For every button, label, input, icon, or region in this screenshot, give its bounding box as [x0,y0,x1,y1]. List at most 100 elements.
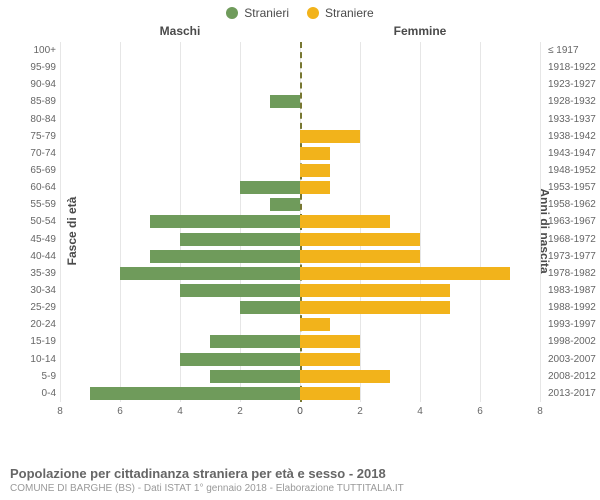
birth-year-label: 1973-1977 [548,248,600,265]
age-row: 25-291988-1992 [60,299,540,316]
birth-year-label: 1948-1952 [548,162,600,179]
birth-year-label: 1933-1937 [548,111,600,128]
age-label: 0-4 [4,385,56,402]
age-label: 85-89 [4,93,56,110]
birth-year-label: 1918-1922 [548,59,600,76]
birth-year-label: 1963-1967 [548,213,600,230]
bar-male [180,233,300,246]
birth-year-label: 1993-1997 [548,316,600,333]
birth-year-label: 1923-1927 [548,76,600,93]
bar-female [300,250,420,263]
legend-swatch-stranieri [226,7,238,19]
bar-female [300,181,330,194]
age-label: 50-54 [4,213,56,230]
bar-female [300,164,330,177]
age-row: 5-92008-2012 [60,368,540,385]
age-label: 90-94 [4,76,56,93]
age-label: 20-24 [4,316,56,333]
age-row: 85-891928-1932 [60,93,540,110]
birth-year-label: 1958-1962 [548,196,600,213]
bar-female [300,284,450,297]
legend-item-stranieri: Stranieri [226,6,289,20]
bar-female [300,267,510,280]
age-label: 45-49 [4,231,56,248]
birth-year-label: 1978-1982 [548,265,600,282]
age-label: 5-9 [4,368,56,385]
age-row: 65-691948-1952 [60,162,540,179]
bar-male [150,215,300,228]
xtick-label: 6 [477,406,483,417]
bar-female [300,353,360,366]
chart-title: Popolazione per cittadinanza straniera p… [10,466,590,481]
gridline [540,42,541,402]
bar-female [300,215,390,228]
age-row: 45-491968-1972 [60,231,540,248]
birth-year-label: 1938-1942 [548,128,600,145]
age-row: 95-991918-1922 [60,59,540,76]
xtick-label: 2 [237,406,243,417]
xtick-label: 8 [537,406,543,417]
bar-male [90,387,300,400]
chart-footer: Popolazione per cittadinanza straniera p… [10,466,590,494]
plot-area: Fasce di età Anni di nascita 8642002468 … [60,42,540,420]
column-headers: Maschi Femmine [60,24,540,42]
bar-male [180,284,300,297]
age-label: 40-44 [4,248,56,265]
age-row: 70-741943-1947 [60,145,540,162]
age-label: 60-64 [4,179,56,196]
bar-male [120,267,300,280]
age-row: 10-142003-2007 [60,351,540,368]
bar-female [300,147,330,160]
age-label: 30-34 [4,282,56,299]
bar-male [270,198,300,211]
birth-year-label: 1968-1972 [548,231,600,248]
birth-year-label: 1943-1947 [548,145,600,162]
birth-year-label: 2003-2007 [548,351,600,368]
birth-year-label: 1928-1932 [548,93,600,110]
age-row: 100+≤ 1917 [60,42,540,59]
xtick-label: 4 [417,406,423,417]
xtick-label: 6 [117,406,123,417]
legend: Stranieri Straniere [0,0,600,20]
birth-year-label: 1988-1992 [548,299,600,316]
age-row: 20-241993-1997 [60,316,540,333]
bar-female [300,387,360,400]
bar-female [300,301,450,314]
legend-item-straniere: Straniere [307,6,374,20]
legend-label-straniere: Straniere [325,6,374,20]
birth-year-label: ≤ 1917 [548,42,600,59]
bar-male [180,353,300,366]
header-femmine: Femmine [300,24,540,38]
age-label: 55-59 [4,196,56,213]
legend-label-stranieri: Stranieri [244,6,289,20]
bar-female [300,318,330,331]
xtick-label: 2 [357,406,363,417]
age-row: 50-541963-1967 [60,213,540,230]
age-row: 40-441973-1977 [60,248,540,265]
age-label: 65-69 [4,162,56,179]
legend-swatch-straniere [307,7,319,19]
age-row: 0-42013-2017 [60,385,540,402]
xtick-label: 8 [57,406,63,417]
bar-male [210,370,300,383]
birth-year-label: 2013-2017 [548,385,600,402]
bar-male [270,95,300,108]
xtick-label: 0 [297,406,303,417]
bar-male [150,250,300,263]
x-axis: 8642002468 [60,404,540,420]
chart-subtitle: COMUNE DI BARGHE (BS) - Dati ISTAT 1° ge… [10,483,590,494]
age-label: 100+ [4,42,56,59]
age-label: 80-84 [4,111,56,128]
age-label: 95-99 [4,59,56,76]
age-row: 55-591958-1962 [60,196,540,213]
bar-female [300,370,390,383]
age-label: 15-19 [4,333,56,350]
age-label: 70-74 [4,145,56,162]
bar-female [300,233,420,246]
birth-year-label: 1983-1987 [548,282,600,299]
population-pyramid-chart: Stranieri Straniere Maschi Femmine Fasce… [0,0,600,500]
bar-female [300,335,360,348]
age-label: 10-14 [4,351,56,368]
bar-male [240,301,300,314]
age-label: 25-29 [4,299,56,316]
